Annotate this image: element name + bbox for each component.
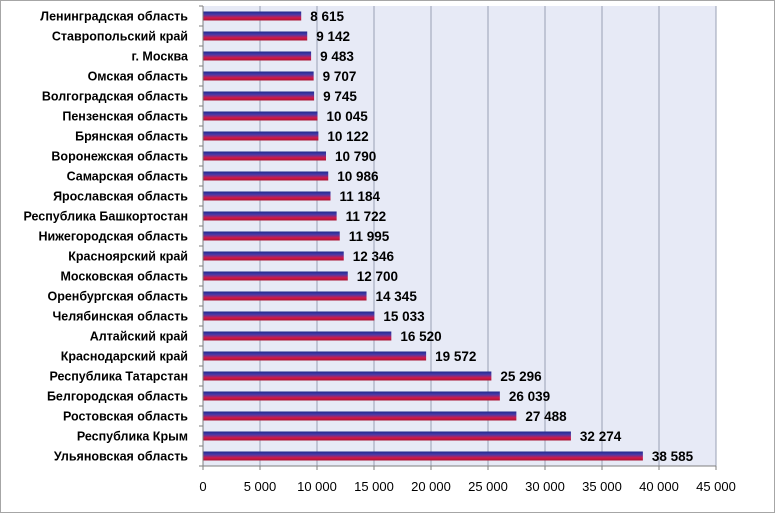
data-label: 9 142	[316, 29, 350, 44]
category-label: Республика Татарстан	[49, 370, 188, 384]
x-axis-ticks: 0 5 000 10 000 15 000 20 000 25 000 30 000 35 0…	[199, 5, 736, 494]
x-tick-label: 10 000	[297, 479, 337, 494]
category-label: Республика Башкортостан	[23, 210, 188, 224]
bar	[203, 91, 315, 101]
category-label: Челябинская область	[52, 310, 188, 324]
data-label: 9 745	[323, 89, 357, 104]
data-label: 11 722	[346, 209, 387, 224]
bar	[203, 171, 329, 181]
bar	[203, 451, 643, 461]
bar	[203, 71, 314, 81]
data-label: 12 346	[353, 249, 395, 264]
bar	[203, 291, 367, 301]
data-label: 11 184	[339, 189, 380, 204]
bar	[203, 211, 337, 221]
bar	[203, 371, 492, 381]
x-tick-label: 5 000	[244, 479, 277, 494]
bar	[203, 111, 318, 121]
category-label: Ростовская область	[63, 410, 188, 424]
bar	[203, 51, 312, 61]
category-label: Воронежская область	[51, 150, 188, 164]
bar	[203, 411, 517, 421]
category-label: Пензенская область	[62, 110, 188, 124]
data-label: 10 045	[327, 109, 369, 124]
data-label: 14 345	[376, 289, 418, 304]
bar	[203, 391, 500, 401]
value-labels: 8 615 9 142 9 483 9 707 9 745 10 045 10 122 10 …	[310, 9, 693, 464]
category-label: Волгоградская область	[42, 90, 188, 104]
category-label: Оренбургская область	[47, 290, 188, 304]
category-label: Нижегородская область	[38, 230, 188, 244]
category-label: Краснодарский край	[61, 350, 188, 364]
bar	[203, 251, 344, 261]
data-label: 11 995	[349, 229, 390, 244]
category-label: Белгородская область	[47, 390, 188, 404]
x-tick-label: 25 000	[468, 479, 508, 494]
category-label: Самарская область	[67, 170, 189, 184]
bar	[203, 151, 327, 161]
x-tick-label: 40 000	[639, 479, 679, 494]
category-label: Красноярский край	[68, 250, 188, 264]
bar	[203, 231, 340, 241]
category-labels: Ленинградская область Ставропольский край…	[23, 10, 189, 464]
category-label: Ульяновская область	[54, 450, 188, 464]
bar	[203, 131, 319, 141]
bar	[203, 311, 375, 321]
bar	[203, 191, 331, 201]
data-label: 38 585	[652, 449, 694, 464]
x-tick-label: 45 000	[696, 479, 736, 494]
data-label: 26 039	[509, 389, 550, 404]
category-label: Московская область	[60, 270, 188, 284]
data-label: 10 122	[327, 129, 368, 144]
x-tick-label: 30 000	[525, 479, 565, 494]
data-label: 9 707	[323, 69, 357, 84]
x-tick-label: 15 000	[354, 479, 394, 494]
data-label: 19 572	[435, 349, 476, 364]
data-label: 9 483	[320, 49, 354, 64]
data-label: 32 274	[580, 429, 622, 444]
data-label: 25 296	[500, 369, 542, 384]
category-label: Алтайский край	[90, 330, 188, 344]
data-label: 16 520	[400, 329, 441, 344]
bar	[203, 11, 302, 21]
bar	[203, 271, 348, 281]
bar	[203, 331, 392, 341]
bar	[203, 31, 308, 41]
category-label: Омская область	[88, 70, 189, 84]
data-label: 15 033	[383, 309, 425, 324]
bar	[203, 351, 427, 361]
category-label: Республика Крым	[77, 430, 188, 444]
x-tick-label: 20 000	[411, 479, 451, 494]
x-tick-label: 0	[199, 479, 206, 494]
bar	[203, 431, 571, 441]
data-label: 10 986	[337, 169, 379, 184]
x-tick-label: 35 000	[582, 479, 622, 494]
category-label: Ленинградская область	[40, 10, 188, 24]
bar-series	[203, 11, 643, 461]
category-label: Брянская область	[75, 130, 188, 144]
data-label: 27 488	[525, 409, 567, 424]
data-label: 10 790	[335, 149, 376, 164]
category-label: Ярославская область	[53, 190, 188, 204]
data-label: 12 700	[357, 269, 398, 284]
category-label: г. Москва	[132, 50, 190, 64]
category-label: Ставропольский край	[52, 30, 188, 44]
data-label: 8 615	[310, 9, 344, 24]
